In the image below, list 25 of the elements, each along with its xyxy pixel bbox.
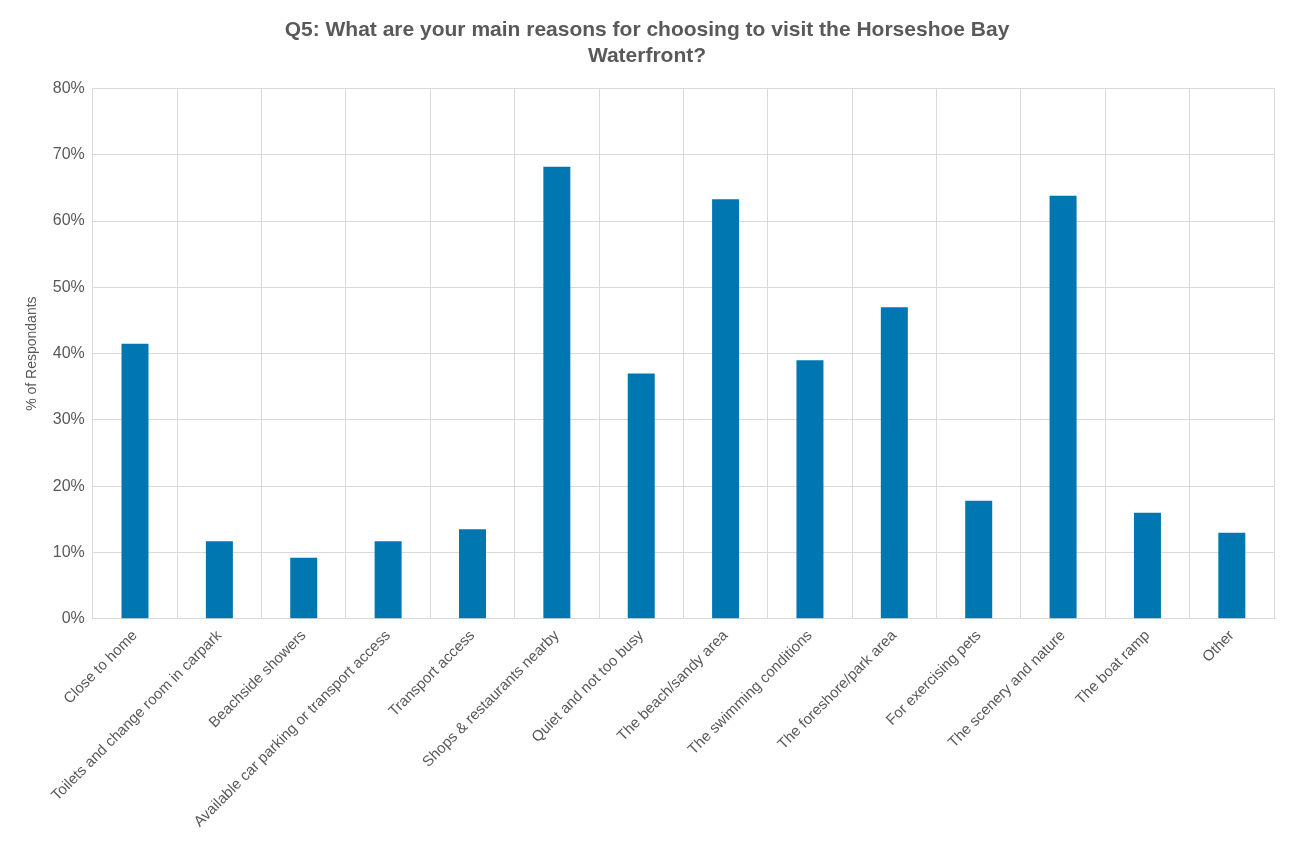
bar (1049, 195, 1077, 619)
y-tick-label: 70% (52, 145, 85, 163)
y-tick-label: 0% (61, 609, 85, 627)
y-tick-label: 20% (52, 476, 85, 494)
bar (712, 199, 740, 619)
y-axis-title: % of Respondants (23, 296, 40, 411)
bar (627, 373, 655, 619)
bar (965, 500, 993, 619)
bar (458, 529, 486, 619)
bar (290, 557, 318, 619)
bar (205, 541, 233, 619)
bar (543, 166, 571, 619)
bar (1218, 532, 1246, 619)
y-tick-label: 30% (52, 410, 85, 428)
y-tick-label: 60% (52, 211, 85, 229)
chart-title: Q5: What are your main reasons for choosing to visit the Horseshoe Bay Waterfront? (284, 17, 1010, 66)
y-tick-label: 80% (52, 78, 85, 96)
bar (374, 541, 402, 619)
bar (880, 307, 908, 619)
y-tick-label: 40% (52, 344, 85, 362)
bar (796, 360, 824, 619)
bar (1133, 512, 1161, 619)
bar (121, 343, 149, 619)
y-tick-label: 50% (52, 277, 85, 295)
y-tick-label: 10% (52, 542, 85, 560)
